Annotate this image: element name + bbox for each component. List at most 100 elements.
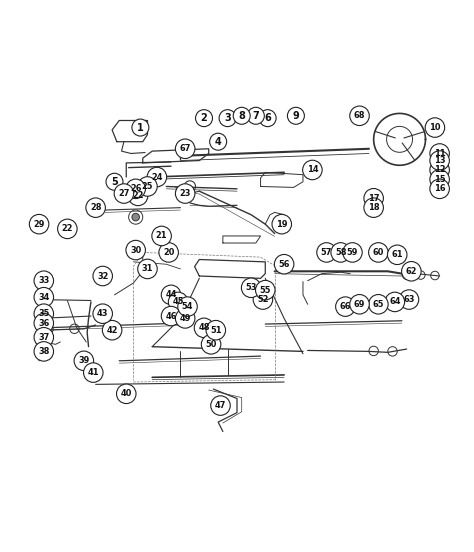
Text: 13: 13	[434, 156, 446, 165]
Text: 39: 39	[78, 357, 90, 365]
Circle shape	[152, 226, 172, 246]
Circle shape	[247, 107, 264, 124]
Circle shape	[138, 259, 157, 279]
Text: 18: 18	[368, 203, 380, 212]
Circle shape	[161, 285, 181, 305]
Circle shape	[132, 213, 139, 221]
Circle shape	[175, 184, 195, 203]
Circle shape	[58, 219, 77, 238]
Text: 36: 36	[38, 319, 49, 328]
Text: 22: 22	[132, 192, 144, 200]
Circle shape	[401, 262, 421, 281]
Text: 25: 25	[142, 182, 153, 191]
Circle shape	[175, 139, 195, 158]
Text: 21: 21	[156, 231, 167, 241]
Circle shape	[114, 184, 134, 203]
Circle shape	[364, 198, 383, 217]
Text: 5: 5	[111, 177, 118, 187]
Text: 44: 44	[165, 290, 177, 299]
Circle shape	[287, 107, 304, 124]
Text: 27: 27	[118, 189, 129, 198]
Circle shape	[34, 327, 54, 347]
Text: 59: 59	[347, 248, 358, 257]
Circle shape	[331, 243, 350, 262]
Text: 10: 10	[429, 123, 441, 132]
Circle shape	[168, 292, 188, 312]
Circle shape	[430, 144, 449, 163]
Text: 47: 47	[215, 401, 226, 410]
Text: 15: 15	[434, 175, 446, 184]
Circle shape	[425, 118, 445, 137]
Text: 53: 53	[246, 283, 257, 292]
Text: 2: 2	[201, 113, 208, 123]
Circle shape	[399, 290, 419, 309]
Text: 17: 17	[368, 194, 379, 203]
Circle shape	[34, 271, 54, 290]
Text: 20: 20	[163, 248, 174, 257]
Circle shape	[206, 321, 226, 340]
Circle shape	[86, 198, 105, 217]
Text: 42: 42	[106, 326, 118, 335]
Text: 67: 67	[180, 144, 191, 153]
Text: 38: 38	[38, 347, 49, 356]
Circle shape	[211, 396, 230, 415]
Text: 8: 8	[238, 111, 245, 121]
Circle shape	[272, 214, 292, 234]
Text: 22: 22	[62, 224, 73, 233]
Text: 40: 40	[120, 389, 132, 399]
Text: 32: 32	[97, 272, 109, 280]
Text: 28: 28	[90, 203, 101, 212]
Text: 6: 6	[264, 113, 271, 123]
Circle shape	[336, 297, 355, 316]
Text: 50: 50	[205, 340, 217, 349]
Circle shape	[74, 351, 93, 370]
Circle shape	[302, 160, 322, 180]
Text: 24: 24	[151, 173, 163, 182]
Text: 61: 61	[392, 250, 403, 259]
Circle shape	[126, 179, 146, 199]
Circle shape	[274, 254, 294, 274]
Circle shape	[117, 384, 136, 404]
Circle shape	[93, 304, 112, 323]
Circle shape	[253, 290, 273, 309]
Circle shape	[259, 110, 276, 126]
Circle shape	[161, 306, 181, 326]
Text: 16: 16	[434, 184, 446, 193]
Text: 60: 60	[373, 248, 384, 257]
Text: 48: 48	[198, 323, 210, 332]
Circle shape	[147, 167, 167, 187]
Circle shape	[210, 133, 227, 150]
Circle shape	[194, 318, 214, 338]
Circle shape	[219, 110, 236, 126]
Circle shape	[196, 110, 212, 126]
Text: 31: 31	[142, 264, 153, 273]
Text: 46: 46	[165, 311, 177, 321]
Text: 9: 9	[292, 111, 299, 121]
Circle shape	[34, 288, 54, 307]
Circle shape	[430, 151, 449, 171]
Circle shape	[34, 304, 54, 323]
Text: 3: 3	[224, 113, 231, 123]
Circle shape	[178, 297, 197, 316]
Text: 29: 29	[33, 220, 45, 229]
Circle shape	[430, 160, 449, 180]
Circle shape	[159, 243, 178, 262]
Text: 7: 7	[253, 111, 259, 121]
Circle shape	[350, 106, 369, 125]
Text: 43: 43	[97, 309, 109, 318]
Circle shape	[132, 119, 149, 136]
Circle shape	[175, 309, 195, 328]
Circle shape	[430, 169, 449, 189]
Circle shape	[369, 295, 388, 314]
Circle shape	[138, 177, 157, 196]
Circle shape	[255, 280, 275, 300]
Text: 1: 1	[137, 123, 144, 132]
Circle shape	[385, 292, 405, 312]
Text: 68: 68	[354, 112, 365, 120]
Circle shape	[369, 243, 388, 262]
Text: 64: 64	[389, 298, 401, 306]
Text: 35: 35	[38, 309, 49, 318]
Circle shape	[128, 186, 148, 206]
Circle shape	[126, 240, 146, 260]
Circle shape	[34, 342, 54, 361]
